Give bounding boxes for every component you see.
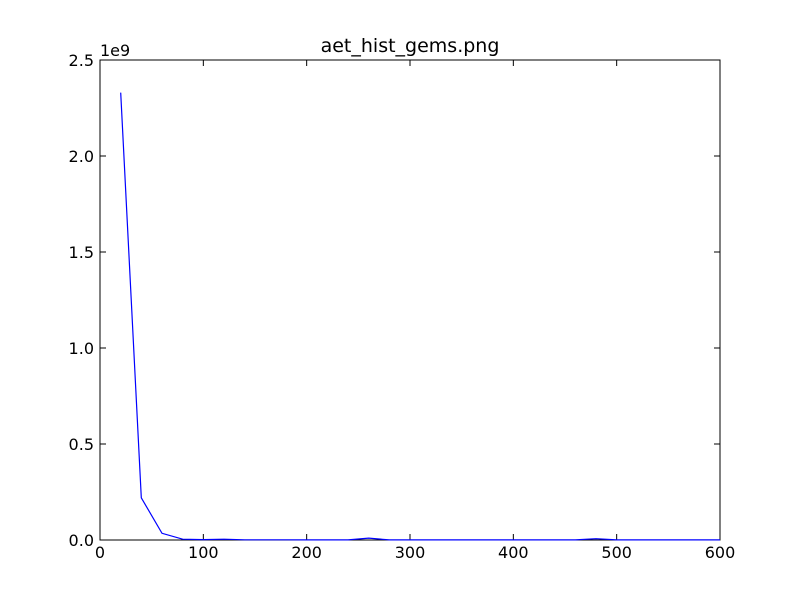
x-axis: 0 100 200 300 400 500 600 [95, 60, 735, 562]
x-tick-label: 400 [498, 543, 529, 562]
series-group [120, 92, 720, 541]
x-tick-label: 600 [705, 543, 736, 562]
plot-frame [99, 59, 721, 541]
x-tick-label: 500 [601, 543, 632, 562]
y-tick-label: 0.5 [69, 435, 94, 454]
y-tick-label: 1.5 [69, 243, 94, 262]
y-tick-label: 0.0 [69, 531, 94, 550]
x-tick-label: 0 [95, 543, 105, 562]
x-tick-label: 200 [291, 543, 322, 562]
y-tick-label: 2.5 [69, 51, 94, 70]
y-tick-label: 1.0 [69, 339, 94, 358]
chart-title: aet_hist_gems.png [321, 35, 500, 57]
y-tick-label: 2.0 [69, 147, 94, 166]
x-tick-label: 100 [188, 543, 219, 562]
series-line [120, 92, 720, 541]
y-axis: 0.0 0.5 1.0 1.5 2.0 2.5 [69, 51, 720, 550]
y-offset-label: 1e9 [100, 41, 130, 60]
x-tick-label: 300 [395, 543, 426, 562]
